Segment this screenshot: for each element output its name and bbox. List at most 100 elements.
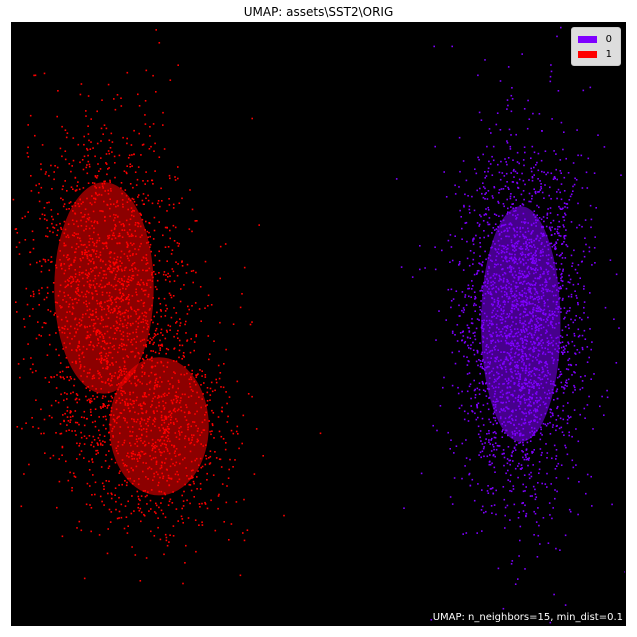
point-series-1 <box>96 177 98 179</box>
point-series-1 <box>107 391 110 394</box>
point-series-1 <box>87 272 90 274</box>
point-series-1 <box>116 517 119 520</box>
point-series-1 <box>143 314 145 317</box>
point-series-0 <box>528 373 531 375</box>
point-series-0 <box>492 454 495 457</box>
point-series-0 <box>477 364 479 367</box>
point-series-0 <box>488 366 490 368</box>
point-series-1 <box>101 482 104 485</box>
point-series-1 <box>172 295 175 297</box>
point-series-1 <box>74 476 77 478</box>
point-series-1 <box>90 268 92 270</box>
point-series-0 <box>538 369 540 371</box>
point-series-1 <box>143 301 146 304</box>
point-series-1 <box>40 168 42 171</box>
point-series-0 <box>528 353 531 356</box>
point-series-1 <box>90 507 93 509</box>
point-series-1 <box>168 174 171 177</box>
point-series-0 <box>488 254 490 256</box>
point-series-1 <box>124 267 126 269</box>
point-series-0 <box>551 310 554 313</box>
point-series-1 <box>86 254 88 256</box>
point-series-1 <box>93 377 96 379</box>
point-series-0 <box>511 317 513 319</box>
point-series-1 <box>48 201 50 204</box>
point-series-1 <box>71 299 74 301</box>
point-series-0 <box>552 312 554 315</box>
point-series-1 <box>86 305 88 308</box>
point-series-0 <box>546 337 549 339</box>
point-series-0 <box>527 222 529 224</box>
point-series-1 <box>144 183 146 185</box>
point-series-0 <box>538 384 541 387</box>
point-series-1 <box>108 431 110 434</box>
point-series-1 <box>118 383 120 385</box>
point-series-1 <box>68 258 71 260</box>
point-series-0 <box>513 256 516 259</box>
point-series-1 <box>220 386 222 388</box>
point-series-1 <box>204 260 207 263</box>
point-series-1 <box>150 406 152 408</box>
point-series-0 <box>547 378 549 380</box>
point-series-0 <box>445 196 448 198</box>
point-series-1 <box>118 397 121 400</box>
point-series-1 <box>192 281 194 284</box>
point-series-0 <box>529 295 532 298</box>
point-series-1 <box>183 284 185 286</box>
point-series-1 <box>218 377 221 380</box>
point-series-1 <box>114 176 116 179</box>
point-series-0 <box>536 204 538 207</box>
point-series-0 <box>570 221 573 223</box>
point-series-0 <box>492 274 495 277</box>
point-series-0 <box>589 328 591 330</box>
point-series-0 <box>540 426 542 429</box>
point-series-0 <box>510 310 512 312</box>
point-series-0 <box>536 416 538 419</box>
point-series-1 <box>150 145 152 148</box>
point-series-1 <box>140 429 143 431</box>
point-series-1 <box>52 218 54 221</box>
point-series-1 <box>226 421 229 423</box>
point-series-1 <box>197 427 199 430</box>
point-series-1 <box>133 375 136 378</box>
point-series-1 <box>92 269 94 272</box>
point-series-0 <box>580 154 583 157</box>
point-series-0 <box>438 310 440 312</box>
point-series-0 <box>436 429 438 432</box>
point-series-1 <box>151 356 153 359</box>
point-series-1 <box>82 313 84 316</box>
point-series-1 <box>177 473 179 476</box>
point-series-1 <box>220 466 223 468</box>
point-series-0 <box>507 211 509 213</box>
point-series-0 <box>503 351 506 353</box>
point-series-1 <box>107 235 109 237</box>
point-series-1 <box>110 395 113 398</box>
point-series-1 <box>35 370 37 372</box>
point-series-0 <box>453 477 456 479</box>
point-series-0 <box>478 393 481 395</box>
point-series-1 <box>106 360 109 362</box>
point-series-0 <box>482 367 485 370</box>
point-series-0 <box>479 255 481 257</box>
point-series-0 <box>466 336 469 339</box>
point-series-1 <box>194 459 196 462</box>
point-series-0 <box>553 176 556 178</box>
point-series-1 <box>130 444 132 447</box>
point-series-1 <box>96 293 98 296</box>
point-series-1 <box>159 349 161 351</box>
point-series-1 <box>109 384 112 387</box>
point-series-1 <box>165 536 168 539</box>
point-series-0 <box>561 329 564 332</box>
point-series-1 <box>55 266 58 269</box>
point-series-1 <box>117 388 119 391</box>
point-series-1 <box>15 246 18 248</box>
point-series-0 <box>528 179 530 181</box>
point-series-0 <box>561 272 563 275</box>
point-series-1 <box>204 307 206 309</box>
point-series-1 <box>178 427 181 429</box>
point-series-1 <box>48 175 50 177</box>
point-series-1 <box>145 476 147 478</box>
point-series-0 <box>567 415 569 417</box>
point-series-1 <box>105 273 107 276</box>
point-series-1 <box>226 485 228 487</box>
